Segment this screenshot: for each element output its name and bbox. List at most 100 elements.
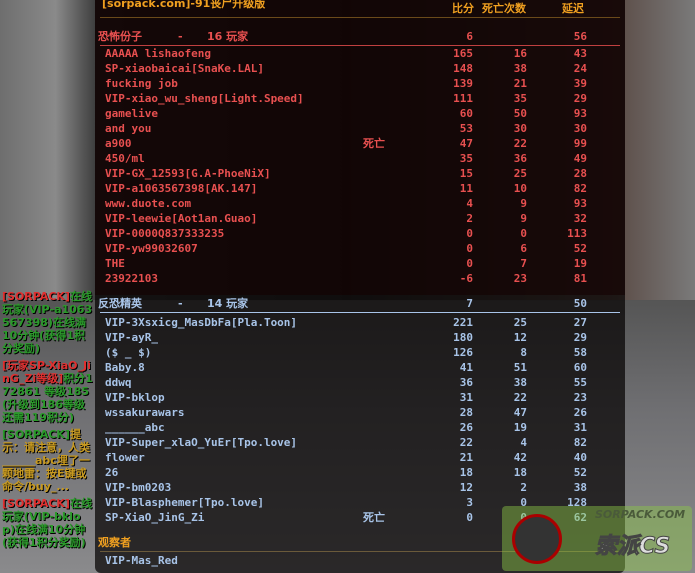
player-row[interactable]: VIP-GX_12593[G.A-PhoeNiX] 15 25 28: [95, 167, 625, 182]
player-row[interactable]: wssakurawars 28 47 26: [95, 406, 625, 421]
player-ping: 62: [573, 511, 587, 524]
player-ping: 29: [573, 92, 587, 105]
player-ping: 40: [573, 451, 587, 464]
player-deaths: 42: [513, 451, 527, 464]
player-score: 11: [459, 182, 473, 195]
player-score: 2: [466, 212, 473, 225]
player-row[interactable]: AAAAA lishaofeng 165 16 43: [95, 47, 625, 62]
player-deaths: 6: [520, 242, 527, 255]
player-score: 53: [459, 122, 473, 135]
player-name: VIP-0000Q837333235: [105, 227, 225, 240]
player-name: VIP-3Xsxicg_MasDbFa[Pla.Toon]: [105, 316, 298, 329]
player-row[interactable]: ($ _ $) 126 8 58: [95, 346, 625, 361]
player-row[interactable]: ddwq 36 38 55: [95, 376, 625, 391]
chat-message: [SORPACK]在线玩家(VIP-bklop)在线满10分钟(获得1积分奖励): [2, 497, 93, 549]
player-score: 60: [459, 107, 473, 120]
player-row[interactable]: a900 死亡 47 22 99: [95, 137, 625, 152]
player-name: VIP-leewie[Aot1an.Guao]: [105, 212, 258, 225]
header-divider: [100, 17, 620, 18]
player-deaths: 25: [513, 316, 527, 329]
player-row[interactable]: VIP-bklop 31 22 23: [95, 391, 625, 406]
player-row[interactable]: VIP-3Xsxicg_MasDbFa[Pla.Toon] 221 25 27: [95, 316, 625, 331]
player-name: SP-XiaO_JinG_Zi: [105, 511, 205, 524]
player-ping: 82: [573, 182, 587, 195]
player-ping: 82: [573, 436, 587, 449]
chat-tag: [玩家SP-XiaO_JinG_Zi等级]: [2, 359, 91, 385]
header-ping: 延迟: [562, 2, 584, 15]
watermark-logo: SORPACK.COM 索派CS: [502, 506, 692, 571]
player-deaths: 0: [520, 496, 527, 509]
player-row[interactable]: flower 21 42 40: [95, 451, 625, 466]
player-ping: 28: [573, 167, 587, 180]
ct-team-header: 反恐精英 - 14 玩家 7 50: [95, 297, 625, 312]
player-row[interactable]: VIP-xiao_wu_sheng[Light.Speed] 111 35 29: [95, 92, 625, 107]
player-deaths: 23: [513, 272, 527, 285]
player-score: 41: [459, 361, 473, 374]
team-player-count: 16 玩家: [207, 30, 249, 43]
player-ping: 58: [573, 346, 587, 359]
player-ping: 39: [573, 77, 587, 90]
scoreboard-panel: [sorpack.com]-91丧尸升级版 比分 死亡次数 延迟 恐怖份子 - …: [95, 0, 625, 573]
player-row[interactable]: SP-xiaobaicai[SnaKe.LAL] 148 38 24: [95, 62, 625, 77]
player-deaths: 8: [520, 346, 527, 359]
player-row[interactable]: 26 18 18 52: [95, 466, 625, 481]
player-row[interactable]: VIP-Blasphemer[Tpo.love] 3 0 128: [95, 496, 625, 511]
player-deaths: 9: [520, 197, 527, 210]
player-row[interactable]: VIP-yw99032607 0 6 52: [95, 242, 625, 257]
player-row[interactable]: fucking job 139 21 39: [95, 77, 625, 92]
player-row[interactable]: 23922103 -6 23 81: [95, 272, 625, 287]
team-score: 6: [466, 30, 473, 43]
player-name: AAAAA lishaofeng: [105, 47, 211, 60]
player-name: wssakurawars: [105, 406, 185, 419]
player-name: VIP-GX_12593[G.A-PhoeNiX]: [105, 167, 271, 180]
chat-log: [SORPACK]在线玩家(VIP-a1063567398)在线满10分钟(获得…: [2, 290, 93, 553]
ct-divider: [100, 312, 620, 313]
player-status: 死亡: [363, 511, 385, 524]
chat-text: 积分172861 等级185 (升级到186等级还需119积分): [2, 372, 93, 424]
player-row[interactable]: VIP-leewie[Aot1an.Guao] 2 9 32: [95, 212, 625, 227]
chat-message: [SORPACK]提示：请注意，人类______abc埋了一颗地雷：按E键或命令…: [2, 428, 93, 493]
player-row[interactable]: ______abc 26 19 31: [95, 421, 625, 436]
player-deaths: 51: [513, 361, 527, 374]
player-score: -6: [459, 272, 473, 285]
player-score: 4: [466, 197, 473, 210]
player-row[interactable]: THE 0 7 19: [95, 257, 625, 272]
player-ping: 113: [567, 227, 587, 240]
player-ping: 38: [573, 481, 587, 494]
player-score: 148: [453, 62, 473, 75]
team-score: 7: [466, 297, 473, 310]
player-row[interactable]: www.duote.com 4 9 93: [95, 197, 625, 212]
team-sep: -: [177, 30, 184, 43]
player-row[interactable]: and you 53 30 30: [95, 122, 625, 137]
player-deaths: 9: [520, 212, 527, 225]
chat-message: [玩家SP-XiaO_JinG_Zi等级]积分172861 等级185 (升级到…: [2, 359, 93, 424]
watermark-brand: 索派CS: [594, 534, 671, 560]
player-row[interactable]: VIP-0000Q837333235 0 0 113: [95, 227, 625, 242]
player-deaths: 16: [513, 47, 527, 60]
player-row[interactable]: VIP-ayR_ 180 12 29: [95, 331, 625, 346]
player-name: VIP-Blasphemer[Tpo.love]: [105, 496, 264, 509]
logo-emblem-icon: [512, 514, 562, 564]
chat-tag: [SORPACK]: [2, 497, 70, 510]
player-name: VIP-a1063567398[AK.147]: [105, 182, 258, 195]
player-row[interactable]: VIP-Super_xlaO_YuEr[Tpo.love] 22 4 82: [95, 436, 625, 451]
player-row[interactable]: gamelive 60 50 93: [95, 107, 625, 122]
player-ping: 93: [573, 107, 587, 120]
player-deaths: 38: [513, 62, 527, 75]
player-row[interactable]: VIP-bm0203 12 2 38: [95, 481, 625, 496]
player-name: 26: [105, 466, 119, 479]
player-status: 死亡: [363, 137, 385, 150]
player-deaths: 4: [520, 436, 527, 449]
player-deaths: 30: [513, 122, 527, 135]
player-row[interactable]: 450/ml 35 36 49: [95, 152, 625, 167]
player-ping: 60: [573, 361, 587, 374]
player-score: 165: [453, 47, 473, 60]
player-row[interactable]: Baby.8 41 51 60: [95, 361, 625, 376]
player-deaths: 38: [513, 376, 527, 389]
player-name: VIP-xiao_wu_sheng[Light.Speed]: [105, 92, 304, 105]
player-row[interactable]: VIP-a1063567398[AK.147] 11 10 82: [95, 182, 625, 197]
player-score: 0: [466, 242, 473, 255]
chat-text: 在线玩家(VIP-bklop)在线满10分钟(获得1积分奖励): [2, 497, 92, 549]
player-name: Baby.8: [105, 361, 145, 374]
spectator-name[interactable]: VIP-Mas_Red: [105, 554, 178, 567]
